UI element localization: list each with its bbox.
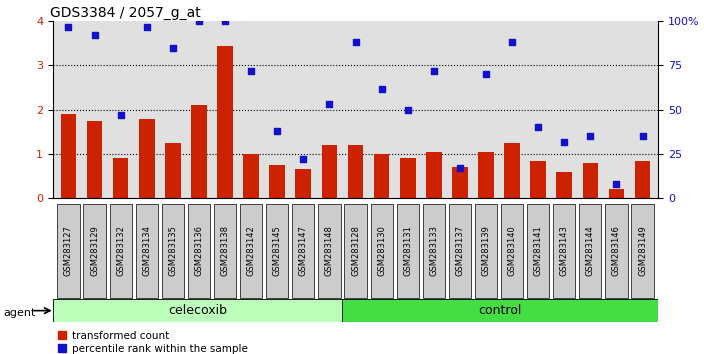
FancyBboxPatch shape: [396, 204, 419, 298]
Bar: [426, 152, 441, 198]
Point: [637, 133, 648, 139]
Text: GSM283128: GSM283128: [351, 225, 360, 276]
Bar: [374, 154, 389, 198]
Point: [89, 33, 100, 38]
Point: [532, 125, 543, 130]
Point: [480, 72, 491, 77]
Text: GSM283129: GSM283129: [90, 225, 99, 276]
Bar: [244, 154, 259, 198]
Text: GSM283136: GSM283136: [194, 225, 203, 276]
Text: celecoxib: celecoxib: [168, 304, 227, 317]
Bar: [53, 299, 342, 322]
Legend: transformed count, percentile rank within the sample: transformed count, percentile rank withi…: [58, 331, 247, 354]
FancyBboxPatch shape: [605, 204, 627, 298]
Point: [350, 40, 361, 45]
Bar: [218, 46, 233, 198]
Point: [324, 102, 335, 107]
Text: GSM283139: GSM283139: [482, 225, 491, 276]
Point: [194, 18, 205, 24]
Bar: [609, 189, 624, 198]
Bar: [342, 299, 658, 322]
FancyBboxPatch shape: [240, 204, 262, 298]
Bar: [530, 161, 546, 198]
Text: GSM283130: GSM283130: [377, 225, 386, 276]
Bar: [296, 170, 311, 198]
Bar: [139, 119, 155, 198]
Text: GSM283132: GSM283132: [116, 225, 125, 276]
Text: GSM283148: GSM283148: [325, 225, 334, 276]
Bar: [322, 145, 337, 198]
FancyBboxPatch shape: [57, 204, 80, 298]
Point: [585, 133, 596, 139]
FancyBboxPatch shape: [84, 204, 106, 298]
Point: [115, 112, 126, 118]
Text: GSM283135: GSM283135: [168, 225, 177, 276]
FancyBboxPatch shape: [422, 204, 445, 298]
Point: [376, 86, 387, 91]
FancyBboxPatch shape: [475, 204, 497, 298]
Point: [168, 45, 179, 51]
Bar: [191, 105, 207, 198]
Text: GSM283143: GSM283143: [560, 225, 569, 276]
Text: GSM283134: GSM283134: [142, 225, 151, 276]
Text: agent: agent: [4, 308, 36, 318]
Bar: [61, 114, 76, 198]
Point: [298, 156, 309, 162]
FancyBboxPatch shape: [188, 204, 210, 298]
FancyBboxPatch shape: [449, 204, 471, 298]
Bar: [113, 159, 128, 198]
Bar: [165, 143, 181, 198]
Text: GSM283149: GSM283149: [638, 225, 647, 276]
FancyBboxPatch shape: [527, 204, 549, 298]
Point: [611, 181, 622, 187]
Point: [63, 24, 74, 29]
FancyBboxPatch shape: [579, 204, 601, 298]
Text: GSM283144: GSM283144: [586, 225, 595, 276]
Bar: [452, 167, 467, 198]
Text: control: control: [479, 304, 522, 317]
Point: [402, 107, 413, 113]
Text: GSM283142: GSM283142: [246, 225, 256, 276]
Text: GSM283131: GSM283131: [403, 225, 413, 276]
Text: GSM283147: GSM283147: [298, 225, 308, 276]
Point: [559, 139, 570, 144]
Text: GSM283137: GSM283137: [455, 225, 465, 276]
Text: GSM283127: GSM283127: [64, 225, 73, 276]
Text: GSM283141: GSM283141: [534, 225, 543, 276]
Point: [272, 128, 283, 134]
FancyBboxPatch shape: [162, 204, 184, 298]
FancyBboxPatch shape: [501, 204, 523, 298]
Point: [246, 68, 257, 74]
Bar: [478, 152, 494, 198]
FancyBboxPatch shape: [292, 204, 315, 298]
Point: [454, 165, 465, 171]
Text: GSM283138: GSM283138: [220, 225, 230, 276]
Bar: [400, 159, 415, 198]
Bar: [87, 121, 102, 198]
Point: [220, 18, 231, 24]
Bar: [504, 143, 520, 198]
Text: GSM283133: GSM283133: [429, 225, 439, 276]
Bar: [635, 161, 650, 198]
Bar: [582, 163, 598, 198]
Bar: [556, 172, 572, 198]
Text: GSM283140: GSM283140: [508, 225, 517, 276]
FancyBboxPatch shape: [344, 204, 367, 298]
FancyBboxPatch shape: [266, 204, 289, 298]
Text: GSM283146: GSM283146: [612, 225, 621, 276]
Point: [141, 24, 152, 29]
FancyBboxPatch shape: [214, 204, 236, 298]
FancyBboxPatch shape: [553, 204, 575, 298]
FancyBboxPatch shape: [631, 204, 654, 298]
Text: GDS3384 / 2057_g_at: GDS3384 / 2057_g_at: [50, 6, 201, 20]
FancyBboxPatch shape: [370, 204, 393, 298]
Bar: [348, 145, 363, 198]
FancyBboxPatch shape: [136, 204, 158, 298]
Point: [506, 40, 517, 45]
FancyBboxPatch shape: [110, 204, 132, 298]
Text: GSM283145: GSM283145: [272, 225, 282, 276]
Point: [428, 68, 439, 74]
FancyBboxPatch shape: [318, 204, 341, 298]
Bar: [270, 165, 285, 198]
